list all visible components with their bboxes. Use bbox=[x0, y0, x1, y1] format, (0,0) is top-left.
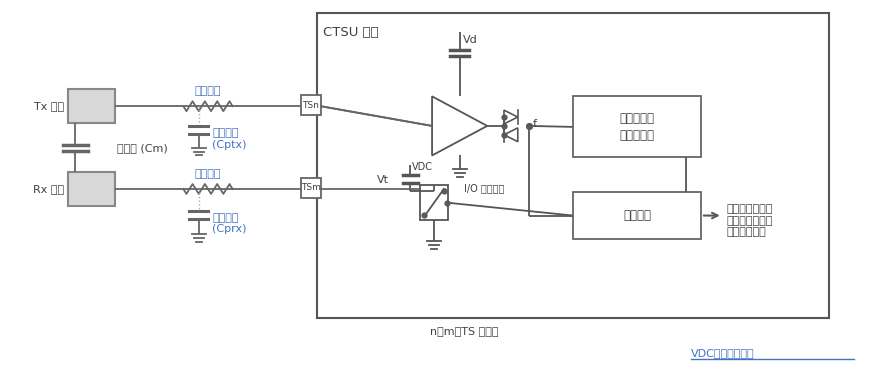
Text: f: f bbox=[533, 119, 537, 129]
Bar bbox=[420, 185, 448, 221]
Text: 测量模块: 测量模块 bbox=[623, 209, 651, 222]
Bar bbox=[317, 13, 829, 318]
Text: 寄生电容: 寄生电容 bbox=[212, 128, 239, 138]
Text: 传感器驱动: 传感器驱动 bbox=[620, 112, 655, 125]
Bar bbox=[67, 172, 115, 206]
Text: (Cprx): (Cprx) bbox=[212, 224, 247, 234]
Bar bbox=[301, 95, 320, 115]
Text: Tx 电极: Tx 电极 bbox=[33, 101, 64, 111]
Text: 阻尼电阻: 阻尼电阻 bbox=[195, 169, 221, 179]
Text: CTSU 单元: CTSU 单元 bbox=[323, 26, 378, 39]
Text: 阻尼电阻: 阻尼电阻 bbox=[195, 86, 221, 96]
Text: VDC：降压转换器: VDC：降压转换器 bbox=[691, 347, 755, 357]
Text: 脉冲发生器: 脉冲发生器 bbox=[620, 129, 655, 142]
Text: Vd: Vd bbox=[463, 35, 478, 45]
Text: 计数值（第一次: 计数值（第一次 bbox=[726, 204, 773, 214]
Text: TSm: TSm bbox=[301, 183, 321, 192]
Text: Rx 电极: Rx 电极 bbox=[32, 184, 64, 194]
Text: 寄生电容: 寄生电容 bbox=[212, 212, 239, 222]
Text: 次测量结果）: 次测量结果） bbox=[726, 227, 766, 237]
Text: VDC: VDC bbox=[412, 162, 433, 172]
Bar bbox=[67, 89, 115, 123]
Bar bbox=[301, 178, 320, 198]
Bar bbox=[573, 96, 701, 157]
Text: n、m：TS 通道号: n、m：TS 通道号 bbox=[430, 326, 498, 336]
Text: Vt: Vt bbox=[377, 175, 388, 185]
Bar bbox=[573, 192, 701, 239]
Text: TSn: TSn bbox=[302, 101, 320, 110]
Text: (Cptx): (Cptx) bbox=[212, 140, 247, 150]
Text: I/O 驱动程序: I/O 驱动程序 bbox=[464, 183, 504, 193]
Text: 测量结果、第二: 测量结果、第二 bbox=[726, 215, 773, 225]
Text: 互电容 (Cm): 互电容 (Cm) bbox=[117, 142, 168, 153]
